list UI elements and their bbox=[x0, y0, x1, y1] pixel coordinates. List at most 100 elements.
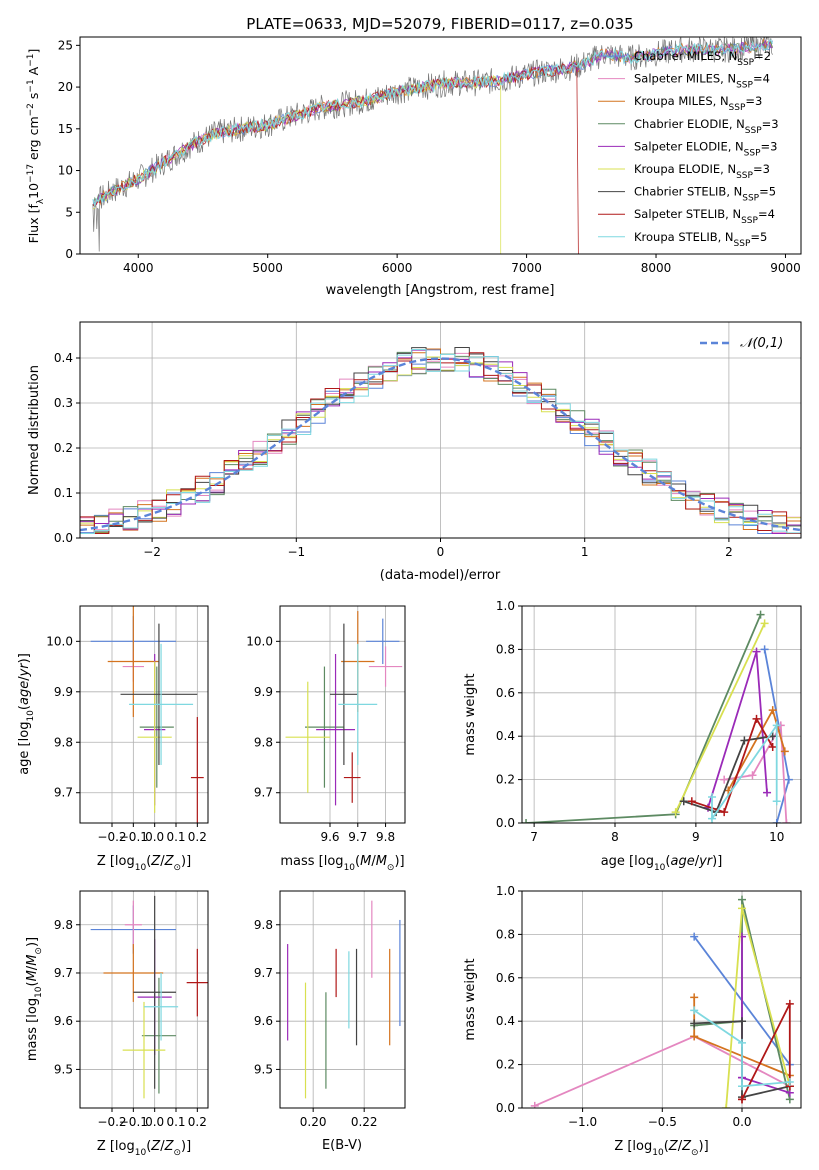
x-tick-label: 0.22 bbox=[351, 1115, 378, 1129]
weight-marker bbox=[530, 1101, 539, 1108]
weight-marker bbox=[772, 819, 781, 823]
weight-line-kroupa-elodie bbox=[725, 908, 791, 1108]
y-tick-label: 9.7 bbox=[254, 786, 273, 800]
weight-marker bbox=[690, 932, 699, 941]
y-tick-label: 9.8 bbox=[54, 735, 73, 749]
figure-title: PLATE=0633, MJD=52079, FIBERID=0117, z=0… bbox=[246, 15, 633, 33]
y-tick-label: 0.1 bbox=[54, 486, 73, 500]
weight-marker bbox=[720, 808, 729, 817]
y-tick-label: 15 bbox=[58, 122, 73, 136]
weight_vs_Z-axes-marks bbox=[530, 895, 794, 1108]
x-tick-label: 9.6 bbox=[320, 830, 339, 844]
weight-line-salpeter-stelib bbox=[691, 716, 774, 814]
x-tick-label: −2 bbox=[143, 545, 161, 559]
legend-entry: Salpeter STELIB, NSSP=4 bbox=[634, 207, 775, 226]
y-tick-label: 10.0 bbox=[246, 634, 273, 648]
x-tick-label: 1 bbox=[581, 545, 589, 559]
weight_vs_age-axes: 7 8 9 10 0.0 0.2 0.4 0.6 0.8 1.0 age [log10(age/yr… bbox=[463, 599, 802, 873]
y-tick-label: 0.6 bbox=[496, 971, 515, 985]
x-axis-label: Z [log10(Z/Z⊙)] bbox=[97, 854, 191, 873]
model-spectrum-salpeter-stelib bbox=[92, 63, 579, 254]
x-tick-label: −0.5 bbox=[648, 1115, 677, 1129]
x-tick-label: 4000 bbox=[123, 261, 154, 275]
weight-line-kroupa-stelib bbox=[711, 722, 778, 822]
weight-marker bbox=[760, 619, 769, 628]
weight-marker bbox=[690, 1032, 699, 1041]
spectrum-axes-marks bbox=[92, 37, 774, 254]
x-axis-label: wavelength [Angstrom, rest frame] bbox=[326, 283, 555, 298]
y-tick-label: 1.0 bbox=[496, 884, 515, 898]
y-tick-label: 20 bbox=[58, 80, 73, 94]
y-tick-label: 0.4 bbox=[496, 729, 515, 743]
x-tick-label: 10 bbox=[769, 830, 784, 844]
weight-line-kroupa-stelib bbox=[693, 1009, 790, 1088]
y-axis-label: mass weight bbox=[463, 958, 478, 1040]
legend-entry: Salpeter ELODIE, NSSP=3 bbox=[634, 139, 777, 158]
residuals-axes: −2 −1 0 1 2 0.0 0.1 0.2 0.3 0.4 (data-model)/error… bbox=[27, 321, 802, 583]
x-tick-label: 9.8 bbox=[376, 830, 395, 844]
y-tick-label: 0.2 bbox=[496, 1058, 515, 1072]
mass_vs_ebv-axes: 0.20 0.22 9.5 9.6 9.7 9.8 E(B-V) bbox=[254, 890, 406, 1153]
y-axis-label: age [log10(age/yr)] bbox=[17, 653, 36, 775]
x-tick-label: 0.0 bbox=[145, 830, 164, 844]
y-tick-label: 9.7 bbox=[254, 966, 273, 980]
weight-marker bbox=[780, 747, 789, 756]
weight-marker bbox=[708, 814, 717, 823]
y-tick-label: 9.6 bbox=[254, 1014, 273, 1028]
age_vs_mass-axes: 9.6 9.7 9.8 9.7 9.8 9.9 10.0 mass [log10(M/M⊙)] bbox=[246, 605, 406, 873]
y-tick-label: 9.7 bbox=[54, 786, 73, 800]
y-axis-label: Flux [fλ10−17 erg cm−2 s−1 A−1] bbox=[26, 49, 46, 244]
weight-marker bbox=[738, 1082, 747, 1091]
normal-curve bbox=[80, 357, 801, 532]
x-tick-label: −0.1 bbox=[119, 1115, 148, 1129]
weight-marker bbox=[738, 1095, 747, 1104]
x-tick-label: 0.0 bbox=[145, 1115, 164, 1129]
x-axis-label: (data-model)/error bbox=[380, 568, 501, 583]
weight-line-salpeter-miles bbox=[724, 722, 788, 823]
y-tick-label: 0.8 bbox=[496, 642, 515, 656]
y-tick-label: 0.3 bbox=[54, 396, 73, 410]
axes-frame bbox=[79, 890, 209, 1109]
legend-entry: Salpeter MILES, NSSP=4 bbox=[634, 72, 770, 91]
weight-marker bbox=[738, 895, 747, 904]
x-axis-label: Z [log10(Z/Z⊙)] bbox=[97, 1139, 191, 1158]
y-tick-label: 9.7 bbox=[54, 966, 73, 980]
weight-marker bbox=[679, 797, 688, 806]
legend-entry: 𝒩(0,1) bbox=[740, 336, 783, 351]
model-spectrum-kroupa-stelib bbox=[92, 39, 774, 209]
age_vs_Z-axes-marks bbox=[90, 606, 204, 823]
y-tick-label: 0.0 bbox=[496, 816, 515, 830]
weight-line-salpeter-elodie bbox=[707, 651, 768, 809]
weight-marker bbox=[690, 1019, 699, 1028]
weight_vs_Z-axes: −1.0 −0.5 0.0 0.0 0.2 0.4 0.6 0.8 1.0 Z [log10(Z/… bbox=[463, 884, 802, 1158]
weight-marker bbox=[782, 819, 791, 823]
y-tick-label: 9.9 bbox=[254, 685, 273, 699]
axes-frame bbox=[521, 890, 802, 1109]
y-tick-label: 25 bbox=[58, 38, 73, 52]
axes-frame bbox=[279, 890, 406, 1109]
weight-marker bbox=[722, 1104, 731, 1108]
y-axis-label: mass weight bbox=[463, 673, 478, 755]
weight-marker bbox=[690, 993, 699, 1002]
weight-marker bbox=[687, 797, 696, 806]
x-axis-label: E(B-V) bbox=[322, 1138, 362, 1153]
x-tick-label: 0.1 bbox=[166, 1115, 185, 1129]
weight-marker bbox=[768, 743, 777, 752]
weight-marker bbox=[784, 775, 793, 784]
weight-marker bbox=[752, 647, 761, 656]
x-tick-label: 0.20 bbox=[300, 1115, 327, 1129]
legend-entry: Chabrier STELIB, NSSP=5 bbox=[634, 185, 776, 204]
spectrum-axes: 4000 5000 6000 7000 8000 9000 0 5 10 15 20 25 wavele… bbox=[26, 36, 802, 298]
y-tick-label: 9.5 bbox=[54, 1062, 73, 1076]
weight-marker bbox=[752, 714, 761, 723]
weight-line-chabrier-elodie bbox=[525, 614, 762, 823]
weight-line-chabrier-stelib bbox=[683, 735, 773, 814]
x-tick-label: 9 bbox=[692, 830, 700, 844]
weight-marker bbox=[760, 645, 769, 654]
plots-layer: 4000 5000 6000 7000 8000 90000510152025wavele… bbox=[17, 36, 802, 1158]
y-tick-label: 9.5 bbox=[254, 1062, 273, 1076]
legend-entry: Kroupa MILES, NSSP=3 bbox=[634, 94, 762, 113]
y-tick-label: 1.0 bbox=[496, 599, 515, 613]
weight-marker bbox=[748, 771, 757, 780]
